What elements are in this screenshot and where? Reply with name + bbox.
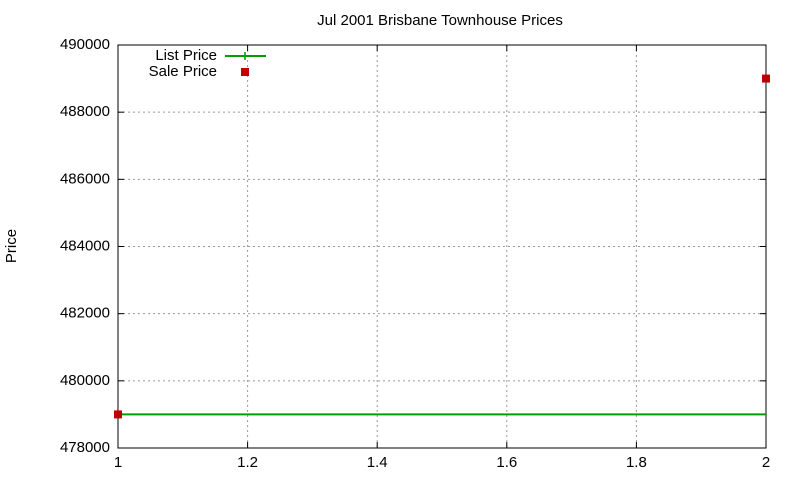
x-tick-label: 1 — [114, 454, 122, 471]
legend-label: List Price — [155, 47, 217, 64]
y-tick-label: 486000 — [60, 170, 110, 187]
plot-border — [117, 44, 767, 449]
x-tick-label: 1.6 — [496, 454, 517, 471]
y-tick-label: 490000 — [60, 36, 110, 53]
y-tick-label: 484000 — [60, 237, 110, 254]
legend-swatch — [241, 68, 249, 76]
y-tick-label: 480000 — [60, 372, 110, 389]
x-tick-label: 1.2 — [237, 454, 258, 471]
y-tick-label: 478000 — [60, 439, 110, 456]
point — [762, 74, 770, 83]
y-tick-label: 482000 — [60, 305, 110, 322]
x-tick-label: 1.8 — [626, 454, 647, 471]
x-tick-label: 1.4 — [367, 454, 388, 471]
x-tick-label: 2 — [762, 454, 770, 471]
y-tick-label: 488000 — [60, 103, 110, 120]
legend-label: Sale Price — [149, 63, 217, 80]
point — [114, 410, 122, 419]
chart-title: Jul 2001 Brisbane Townhouse Prices — [317, 12, 563, 29]
y-axis-label: Price — [3, 229, 20, 263]
